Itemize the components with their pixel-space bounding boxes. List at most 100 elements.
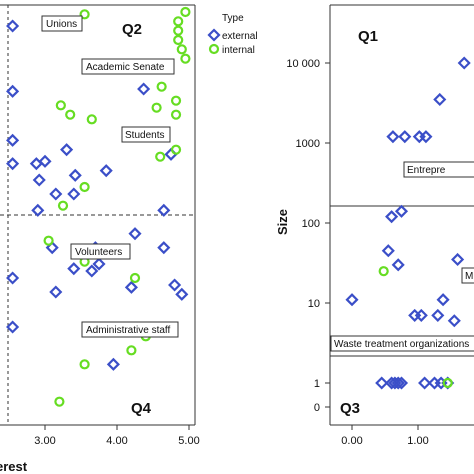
annotation-unions: Unions xyxy=(41,15,83,32)
external-point xyxy=(419,130,433,144)
left-data-points xyxy=(6,6,191,407)
external-point xyxy=(45,241,59,255)
external-point xyxy=(447,314,461,328)
external-point xyxy=(137,82,151,96)
external-point xyxy=(68,168,82,182)
right-y-ticks: 0 1 10 100 1000 10 000 xyxy=(286,58,330,414)
annotation-box xyxy=(121,126,171,143)
x-tick-label: 4.00 xyxy=(106,435,127,447)
internal-point xyxy=(173,25,184,36)
annotation-box xyxy=(41,15,83,32)
internal-point xyxy=(65,109,76,120)
external-point xyxy=(386,130,400,144)
right-x-ticks: 0.00 1.00 xyxy=(341,425,429,447)
internal-point xyxy=(156,81,167,92)
external-point xyxy=(394,376,409,390)
annotation-administrative-staff: Administrative staff xyxy=(81,321,179,338)
left-x-axis-label: erest xyxy=(0,459,28,474)
legend-title: Type xyxy=(222,13,244,24)
external-point xyxy=(391,376,405,390)
external-point xyxy=(49,285,63,299)
external-point xyxy=(49,187,63,201)
external-point xyxy=(106,357,120,371)
internal-point xyxy=(79,181,90,193)
annotation-text: Volunteers xyxy=(75,247,122,258)
external-point xyxy=(381,244,395,258)
annotation-waste-treatment: Waste treatment organizations xyxy=(330,335,474,352)
annotation-box xyxy=(70,243,131,260)
annotation-m: M xyxy=(461,267,474,284)
external-point xyxy=(128,227,142,241)
y-tick-label: 10 000 xyxy=(286,58,320,70)
legend-item-external: external xyxy=(207,28,258,42)
x-tick-label: 1.00 xyxy=(407,435,428,447)
external-point xyxy=(157,203,171,217)
annotation-text: Unions xyxy=(46,19,77,30)
external-point xyxy=(451,252,465,267)
annotation-text: Students xyxy=(125,130,164,141)
y-tick-label: 100 xyxy=(302,218,320,230)
legend-item-label: external xyxy=(222,31,258,42)
quadrant-label-q4: Q4 xyxy=(131,400,152,417)
external-point xyxy=(168,278,182,292)
external-point xyxy=(32,173,46,187)
annotation-volunteers: Volunteers xyxy=(70,243,131,260)
x-tick-label: 3.00 xyxy=(34,435,55,447)
quadrant-label-q2: Q2 xyxy=(122,21,142,38)
annotation-box xyxy=(330,335,474,352)
external-point xyxy=(433,92,447,107)
internal-point xyxy=(43,235,54,246)
external-point xyxy=(6,320,20,334)
internal-point xyxy=(55,100,66,111)
annotation-box xyxy=(461,267,474,284)
internal-point xyxy=(151,102,162,113)
internal-point xyxy=(79,359,90,370)
quadrant-label-q3: Q3 xyxy=(340,400,360,417)
external-point xyxy=(67,187,81,201)
internal-point xyxy=(176,44,187,55)
internal-point xyxy=(170,109,182,120)
external-point xyxy=(6,84,20,98)
y-tick-label: 10 xyxy=(308,298,320,310)
external-point xyxy=(408,308,422,322)
right-panel: 0 1 10 100 1000 10 000 0.00 1.00 Size Q1 Q3 En… xyxy=(275,4,474,447)
external-point xyxy=(157,241,171,255)
external-point xyxy=(345,293,359,307)
annotation-text: Waste treatment organizations xyxy=(334,339,469,350)
external-point xyxy=(6,133,20,147)
external-point xyxy=(92,257,106,271)
external-point xyxy=(427,376,442,390)
internal-point xyxy=(180,6,191,18)
internal-point xyxy=(86,114,97,125)
external-point xyxy=(394,204,409,218)
internal-point xyxy=(57,200,69,211)
quadrant-label-q1: Q1 xyxy=(358,28,378,45)
external-point xyxy=(6,19,20,33)
internal-point xyxy=(180,53,191,64)
external-point xyxy=(175,287,189,301)
external-point xyxy=(38,154,52,168)
external-point xyxy=(418,376,432,390)
external-point xyxy=(85,264,99,278)
x-tick-label: 0.00 xyxy=(341,435,362,447)
annotation-academic-senate: Academic Senate xyxy=(81,58,175,75)
annotation-text: Entrepre xyxy=(407,165,446,176)
annotation-text: M xyxy=(465,271,473,282)
legend-item-internal: internal xyxy=(208,43,255,56)
external-point xyxy=(431,308,445,322)
external-point xyxy=(99,164,113,178)
y-tick-label: 0 xyxy=(314,402,320,414)
external-point xyxy=(436,293,450,307)
internal-point xyxy=(442,377,453,389)
external-point xyxy=(412,130,426,144)
annotation-box xyxy=(403,161,474,178)
external-point xyxy=(385,210,399,224)
left-panel: 3.00 4.00 5.00 erest Q2 Q4 Unions Academic… xyxy=(0,4,200,474)
internal-point xyxy=(173,16,184,27)
external-point xyxy=(457,56,471,70)
external-point xyxy=(6,157,20,171)
y-tick-label: 1 xyxy=(314,378,320,390)
external-point xyxy=(375,376,389,390)
annotation-box xyxy=(81,58,175,75)
external-point xyxy=(398,130,412,144)
